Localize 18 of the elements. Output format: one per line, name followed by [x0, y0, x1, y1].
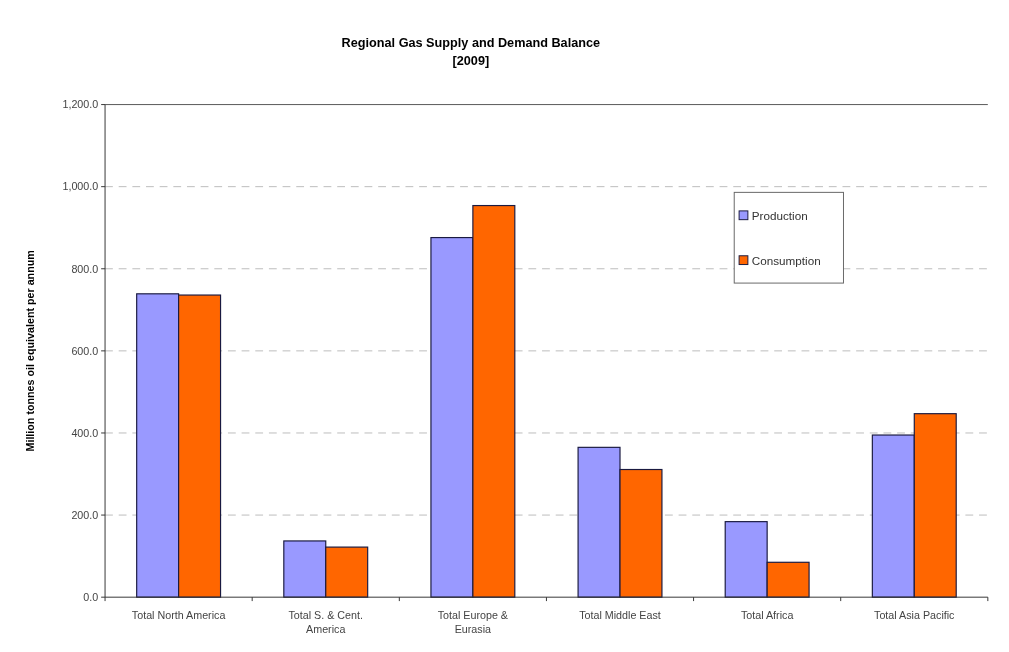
x-tick-label: Total Europe & Eurasia	[437, 608, 509, 636]
x-tick-label: Total Africa	[740, 608, 794, 621]
y-tick-label: 1,200.0	[62, 98, 99, 111]
y-tick-label: 800.0	[71, 262, 99, 275]
legend-label: Consumption	[751, 253, 821, 267]
y-tick-label: 400.0	[71, 426, 99, 439]
chart-subtitle: [2009]	[452, 53, 490, 68]
x-tick-label: Total Asia Pacific	[874, 608, 956, 621]
x-tick-label: Total Middle East	[579, 608, 661, 621]
chart-title: Regional Gas Supply and Demand Balance	[341, 36, 601, 51]
legend-label: Production	[751, 208, 808, 222]
y-tick-label: 0.0	[83, 590, 99, 603]
x-tick-label: Total North America	[131, 608, 226, 621]
y-tick-label: 600.0	[71, 344, 99, 357]
y-tick-label: 200.0	[71, 508, 99, 521]
y-tick-label: 1,000.0	[62, 180, 99, 193]
y-axis-title: Million tonnes oil equivalent per annum	[23, 250, 36, 452]
x-tick-label: Total S. & Cent. America	[288, 608, 363, 636]
